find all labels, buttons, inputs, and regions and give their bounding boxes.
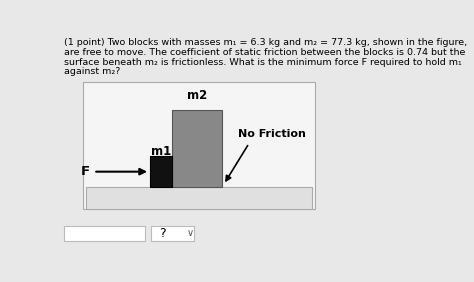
Bar bbox=[64, 226, 145, 241]
Text: surface beneath m₂ is frictionless. What is the minimum force F required to hold: surface beneath m₂ is frictionless. What… bbox=[64, 58, 462, 67]
Text: (1 point) Two blocks with masses m₁ = 6.3 kg and m₂ = 77.3 kg, shown in the figu: (1 point) Two blocks with masses m₁ = 6.… bbox=[64, 38, 467, 47]
Text: ?: ? bbox=[159, 227, 166, 240]
Text: F: F bbox=[81, 165, 90, 178]
Text: against m₂?: against m₂? bbox=[64, 67, 120, 76]
Bar bbox=[152, 226, 194, 241]
Bar bbox=[150, 156, 172, 187]
Bar bbox=[86, 187, 312, 209]
Text: m2: m2 bbox=[187, 89, 207, 102]
Text: m1: m1 bbox=[151, 146, 171, 158]
Bar bbox=[172, 110, 222, 187]
Text: No Friction: No Friction bbox=[237, 129, 305, 139]
Text: are free to move. The coefficient of static friction between the blocks is 0.74 : are free to move. The coefficient of sta… bbox=[64, 48, 465, 57]
Text: ∨: ∨ bbox=[186, 228, 193, 238]
Bar bbox=[82, 81, 315, 209]
